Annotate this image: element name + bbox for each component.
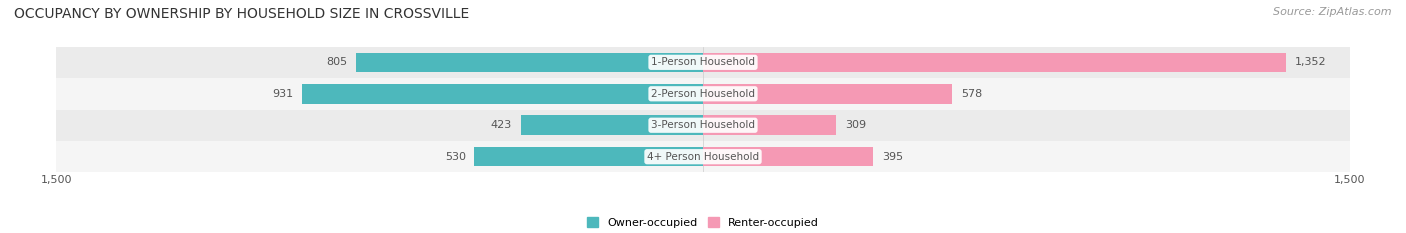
Bar	[56, 78, 1350, 110]
Text: 4+ Person Household: 4+ Person Household	[647, 152, 759, 162]
Bar	[703, 147, 873, 166]
Text: 578: 578	[960, 89, 983, 99]
Text: 309: 309	[845, 120, 866, 130]
Text: 423: 423	[491, 120, 512, 130]
Legend: Owner-occupied, Renter-occupied: Owner-occupied, Renter-occupied	[582, 213, 824, 232]
Bar	[56, 47, 1350, 78]
Bar	[301, 84, 703, 103]
Bar	[56, 141, 1350, 172]
Text: 395: 395	[882, 152, 903, 162]
Text: Source: ZipAtlas.com: Source: ZipAtlas.com	[1274, 7, 1392, 17]
Bar	[474, 147, 703, 166]
Bar	[703, 84, 952, 103]
Bar	[356, 53, 703, 72]
Bar	[703, 53, 1286, 72]
Bar	[520, 116, 703, 135]
Text: 3-Person Household: 3-Person Household	[651, 120, 755, 130]
Text: 1-Person Household: 1-Person Household	[651, 57, 755, 67]
Text: 805: 805	[326, 57, 347, 67]
Text: 530: 530	[444, 152, 465, 162]
Text: 1,352: 1,352	[1295, 57, 1326, 67]
Bar	[56, 110, 1350, 141]
Text: 931: 931	[271, 89, 292, 99]
Bar	[703, 116, 837, 135]
Text: 2-Person Household: 2-Person Household	[651, 89, 755, 99]
Text: OCCUPANCY BY OWNERSHIP BY HOUSEHOLD SIZE IN CROSSVILLE: OCCUPANCY BY OWNERSHIP BY HOUSEHOLD SIZE…	[14, 7, 470, 21]
